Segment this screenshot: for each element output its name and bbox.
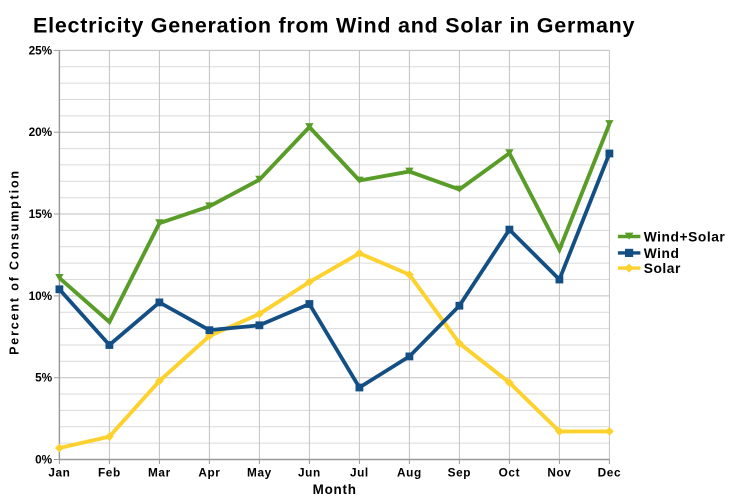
svg-text:Jan: Jan — [48, 466, 70, 480]
svg-text:20%: 20% — [29, 125, 53, 139]
svg-text:Aug: Aug — [397, 466, 422, 480]
svg-text:25%: 25% — [29, 43, 53, 57]
svg-text:May: May — [247, 466, 272, 480]
svg-text:Feb: Feb — [98, 466, 121, 480]
svg-text:Mar: Mar — [148, 466, 171, 480]
svg-text:Oct: Oct — [499, 466, 520, 480]
svg-text:15%: 15% — [29, 207, 53, 221]
svg-text:Nov: Nov — [547, 466, 571, 480]
svg-text:0%: 0% — [35, 453, 53, 467]
svg-text:Sep: Sep — [448, 466, 471, 480]
svg-text:Jul: Jul — [350, 466, 369, 480]
svg-text:Wind: Wind — [644, 246, 680, 261]
svg-text:Wind+Solar: Wind+Solar — [644, 230, 726, 245]
svg-text:Solar: Solar — [644, 261, 681, 276]
svg-text:Jun: Jun — [298, 466, 321, 480]
svg-text:Apr: Apr — [198, 466, 220, 480]
svg-text:Month: Month — [313, 482, 357, 497]
svg-text:Percent of Consumption: Percent of Consumption — [8, 169, 22, 355]
svg-text:10%: 10% — [29, 289, 53, 303]
svg-text:5%: 5% — [35, 371, 53, 385]
svg-text:Dec: Dec — [598, 466, 621, 480]
svg-text:Electricity Generation from Wi: Electricity Generation from Wind and Sol… — [33, 14, 635, 38]
